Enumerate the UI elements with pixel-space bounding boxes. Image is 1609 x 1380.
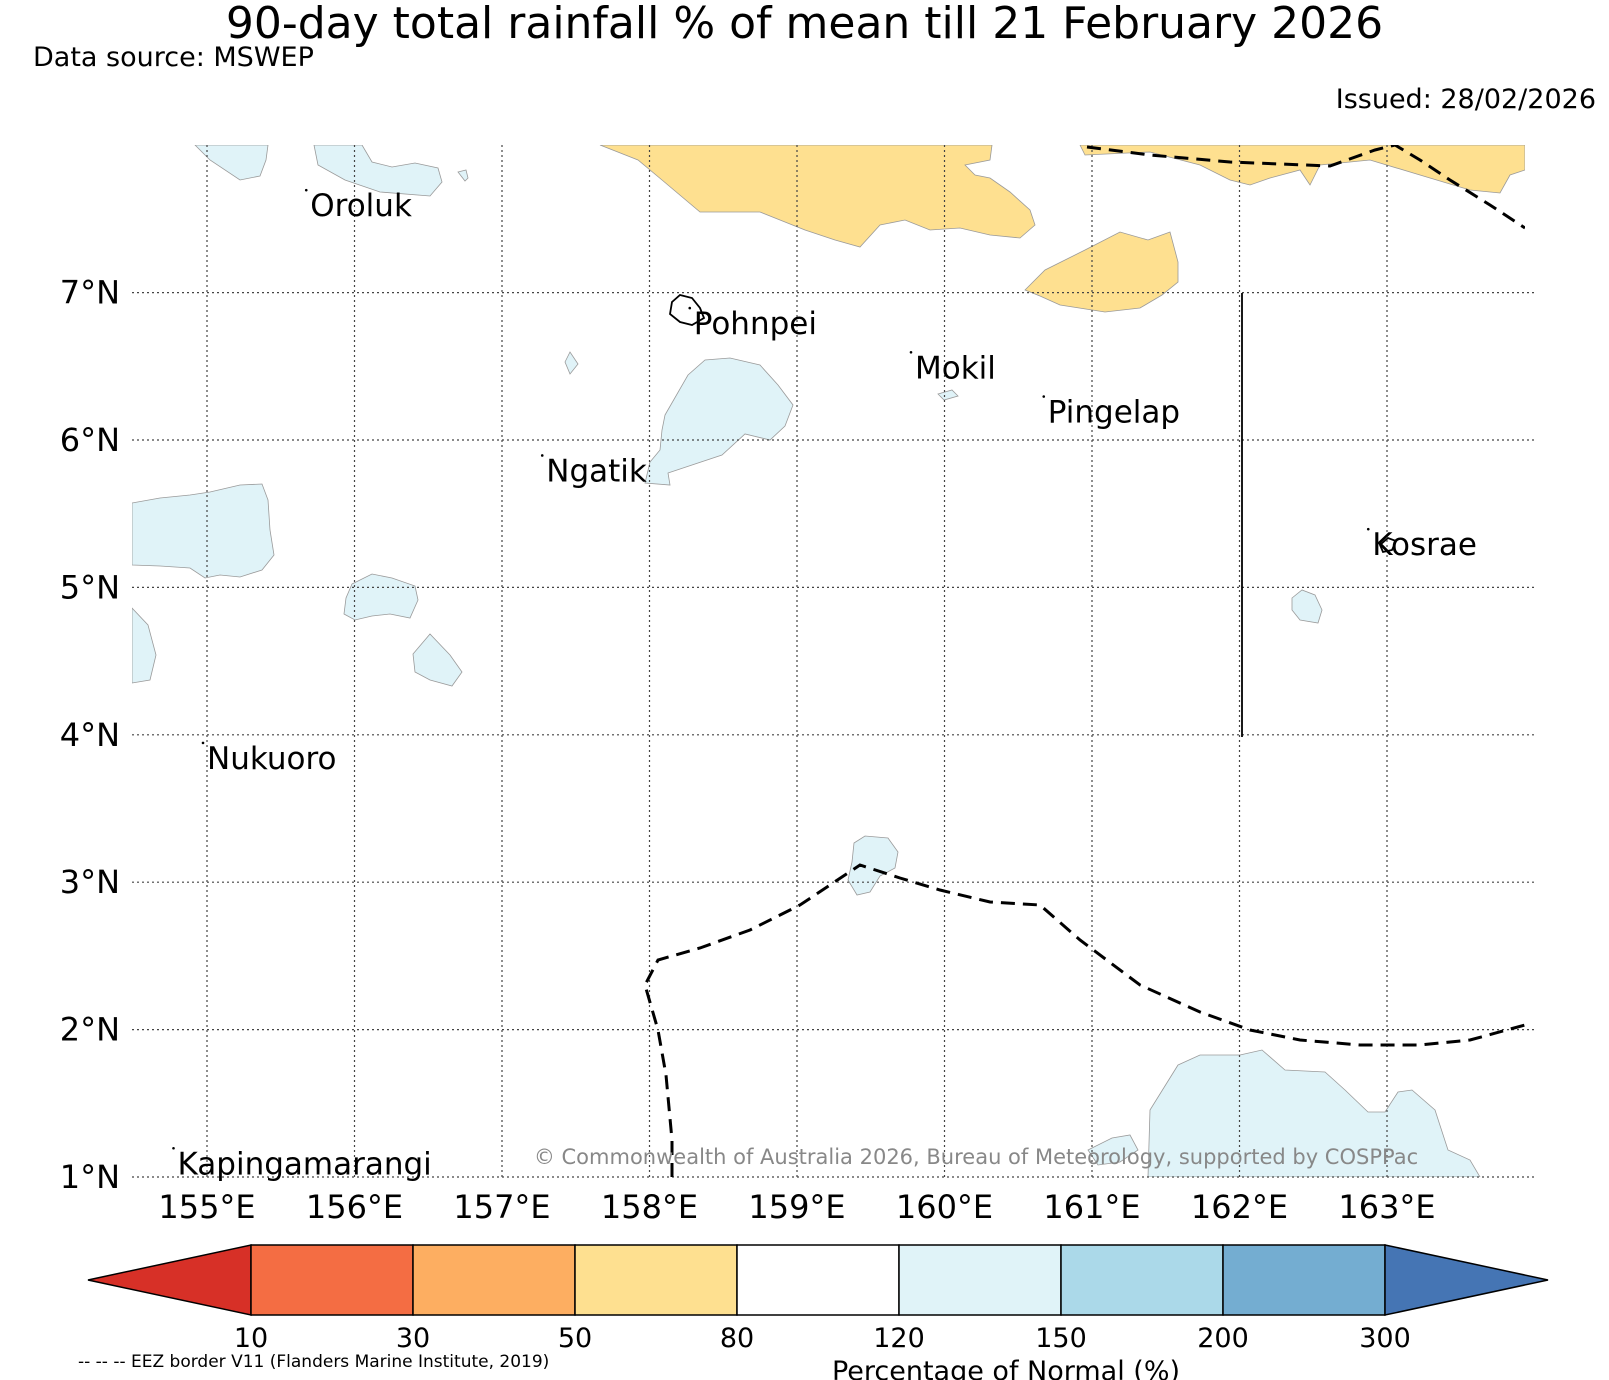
above-normal-region [132,607,157,684]
colorbar-tick-label: 50 [558,1323,592,1354]
longitude-tick-label: 161°E [1043,1188,1140,1226]
above-normal-region [1147,1049,1481,1177]
place-marker [688,306,692,310]
longitude-tick-label: 157°E [453,1188,550,1226]
colorbar-segment [736,1244,900,1316]
colorbar-tick-label: 120 [873,1323,925,1354]
above-normal-region [343,573,419,621]
place-marker [1042,395,1046,398]
place-label: Nukuoro [207,741,336,777]
graticule [132,145,1535,1178]
latitude-tick-label: 3°N [60,863,120,901]
colorbar-tick-label: 80 [720,1323,754,1354]
latitude-tick-label: 4°N [60,716,120,754]
colorbar-segment [1060,1244,1224,1316]
copyright-text: © Commonwealth of Australia 2026, Bureau… [534,1145,1418,1169]
place-label: Oroluk [310,188,412,224]
place-label: Mokil [915,350,996,386]
colorbar-extend-high [1384,1244,1549,1316]
longitude-tick-label: 158°E [601,1188,698,1226]
coastline [669,294,706,326]
colorbar-tick-label: 30 [396,1323,430,1354]
eez-footnote: -- -- -- EEZ border V11 (Flanders Marine… [78,1352,550,1372]
place-label: Pingelap [1048,395,1180,431]
colorbar: 10 30 50 80 120 150 200 300 [87,1244,1549,1354]
above-normal-region [644,357,794,486]
above-normal-region [847,835,899,896]
colorbar-title: Percentage of Normal (%) [832,1356,1180,1380]
place-marker [201,741,205,745]
longitude-tick-label: 156°E [306,1188,403,1226]
place-label: Pohnpei [694,306,817,342]
coastline [1378,536,1398,554]
colorbar-tick-label: 300 [1359,1323,1411,1354]
place-label: Kapingamarangi [178,1146,432,1182]
above-normal-region [1087,1134,1139,1166]
place-marker [909,351,913,354]
place-labels: Oroluk Pohnpei Mokil Pingelap Ngatik Kosrae Nu… [172,188,1477,1182]
place-marker [172,1146,175,1150]
below-normal-region [599,145,1036,248]
latitude-tick-label: 7°N [60,274,120,312]
longitude-tick-label: 159°E [748,1188,845,1226]
data-source-label: Data source: MSWEP [33,42,314,73]
colorbar-segment [1222,1244,1386,1316]
longitude-tick-label: 162°E [1191,1188,1288,1226]
above-normal-region [937,389,959,401]
below-normal-region [1024,231,1179,313]
latitude-tick-label: 2°N [60,1011,120,1049]
above-normal-region [412,633,463,687]
colorbar-segment [574,1244,738,1316]
colorbar-extend-low [87,1244,252,1316]
above-normal-region [313,145,443,197]
above-normal-region [194,145,269,181]
longitude-tick-label: 155°E [158,1188,255,1226]
longitude-tick-label: 163°E [1338,1188,1435,1226]
place-label: Ngatik [546,453,647,489]
place-marker [1366,527,1370,531]
latitude-tick-label: 6°N [60,421,120,459]
colorbar-segment [250,1244,414,1316]
latitude-tick-label: 1°N [60,1158,120,1196]
map-title: 90-day total rainfall % of mean till 21 … [225,0,1384,49]
longitude-tick-label: 160°E [896,1188,993,1226]
colorbar-tick-label: 150 [1035,1323,1087,1354]
latitude-tick-label: 5°N [60,568,120,606]
above-normal-region [1291,589,1323,624]
colorbar-segment [412,1244,576,1316]
axis-tick-labels: 155°E 156°E 157°E 158°E 159°E 160°E 161°E 162°E… [60,274,1436,1226]
place-label: Kosrae [1372,527,1477,563]
place-marker [540,454,544,457]
colorbar-segment [898,1244,1062,1316]
colorbar-tick-label: 200 [1197,1323,1249,1354]
eez-border-line [643,863,1525,1177]
colorbar-tick-label: 10 [234,1323,268,1354]
eez-borders [643,145,1525,1177]
anomaly-fill-layer [132,145,1525,1177]
place-marker [304,188,308,192]
above-normal-region [564,351,579,375]
above-normal-region [457,169,469,182]
issued-date-label: Issued: 28/02/2026 [1335,84,1596,115]
eez-border-line [1086,145,1525,230]
above-normal-region [132,483,275,579]
